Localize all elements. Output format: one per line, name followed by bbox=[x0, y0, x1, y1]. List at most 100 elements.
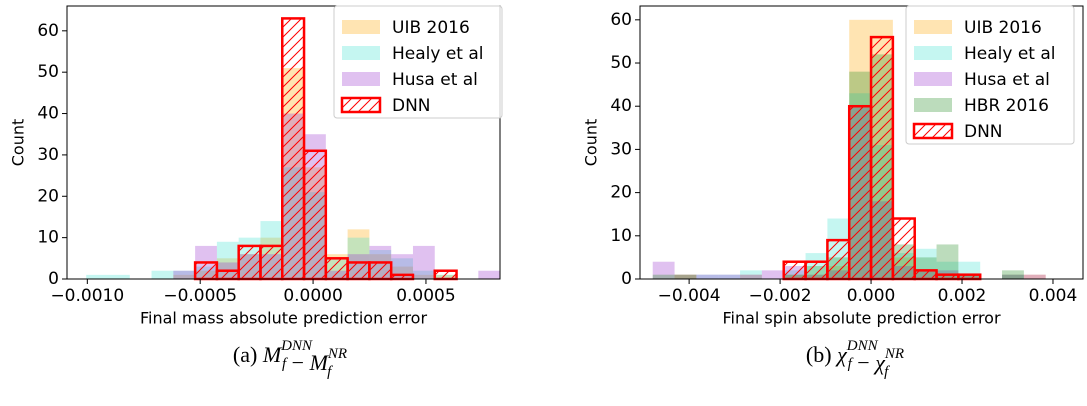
bar bbox=[674, 274, 697, 279]
caption-base: χ bbox=[835, 342, 848, 367]
x-axis-label: Final mass absolute prediction error bbox=[140, 309, 428, 328]
y-tick-label: 60 bbox=[610, 10, 632, 30]
legend-label: Healy et al bbox=[392, 44, 484, 64]
x-tick-label: −0.004 bbox=[658, 286, 721, 306]
x-tick-label: 0.0005 bbox=[396, 286, 455, 306]
caption-label: (b) bbox=[806, 342, 832, 367]
bar bbox=[1002, 270, 1024, 279]
bar bbox=[847, 104, 873, 281]
legend-swatch bbox=[342, 20, 380, 34]
subplot: −0.0010 −0.0005 0.0000 0.0005 0 10 20 30 40 50 60 F… bbox=[9, 5, 503, 380]
bar bbox=[1023, 274, 1046, 279]
y-tick-label: 50 bbox=[37, 62, 59, 82]
legend-swatch bbox=[914, 72, 952, 86]
bar bbox=[740, 270, 762, 279]
bar bbox=[346, 261, 371, 281]
y-tick-label: 20 bbox=[37, 186, 59, 206]
y-tick-label: 0 bbox=[48, 269, 59, 289]
caption: (a) MDNN f − MNR f bbox=[233, 338, 347, 380]
caption-sub: f bbox=[884, 364, 890, 380]
legend: UIB 2016 Healy et al Husa et al HBR 2016 DNN bbox=[905, 5, 1075, 145]
caption-sup: NR bbox=[884, 346, 904, 362]
bar bbox=[259, 244, 284, 281]
legend-label: Healy et al bbox=[964, 44, 1056, 64]
legend-label: DNN bbox=[964, 122, 1003, 142]
legend-swatch bbox=[342, 46, 380, 60]
caption-base: χ bbox=[873, 350, 886, 375]
legend-swatch bbox=[912, 122, 954, 140]
bar bbox=[368, 261, 393, 281]
plot-frame bbox=[639, 5, 1084, 280]
y-tick-label: 30 bbox=[37, 145, 59, 165]
bar bbox=[107, 274, 130, 279]
legend-label: UIB 2016 bbox=[392, 18, 470, 38]
bar bbox=[1002, 274, 1024, 279]
y-tick-label: 10 bbox=[610, 226, 632, 246]
caption-label: (a) bbox=[233, 342, 257, 367]
legend-label: HBR 2016 bbox=[964, 96, 1049, 116]
y-tick-label: 30 bbox=[610, 139, 632, 159]
bar bbox=[913, 269, 938, 281]
bar bbox=[412, 270, 435, 279]
caption-operator: − bbox=[857, 350, 869, 375]
caption: (b) χDNN f − χNR f bbox=[806, 338, 904, 380]
y-tick-label: 20 bbox=[610, 183, 632, 203]
x-axis-label: Final spin absolute prediction error bbox=[722, 309, 1001, 328]
caption-sup: DNN bbox=[280, 338, 313, 354]
y-tick-label: 50 bbox=[610, 53, 632, 73]
legend-label: UIB 2016 bbox=[964, 18, 1042, 38]
x-tick-label: 0.004 bbox=[1029, 286, 1078, 306]
y-tick-label: 60 bbox=[37, 21, 59, 41]
bar bbox=[215, 269, 240, 281]
bar bbox=[718, 274, 741, 279]
bar bbox=[652, 274, 675, 279]
caption-sub: f bbox=[327, 364, 333, 380]
x-tick-label: −0.0010 bbox=[50, 286, 124, 306]
legend: UIB 2016 Healy et al Husa et al DNN bbox=[333, 5, 503, 119]
bar bbox=[826, 238, 851, 281]
bar bbox=[740, 274, 762, 279]
bar bbox=[718, 274, 741, 279]
legend-label: Husa et al bbox=[392, 70, 478, 90]
bar bbox=[193, 261, 219, 281]
legend-swatch bbox=[914, 46, 952, 60]
legend-label: Husa et al bbox=[964, 70, 1050, 90]
y-tick-label: 0 bbox=[621, 269, 632, 289]
bar bbox=[1002, 274, 1024, 279]
bar bbox=[761, 270, 784, 279]
bar bbox=[1002, 274, 1024, 279]
bar bbox=[173, 270, 196, 279]
caption-operator: − bbox=[292, 350, 304, 375]
bar bbox=[324, 257, 349, 281]
bar bbox=[151, 270, 174, 279]
legend-frame bbox=[905, 5, 1075, 145]
legend-swatch bbox=[340, 96, 382, 114]
bar bbox=[173, 274, 196, 279]
x-tick-label: 0.0000 bbox=[283, 286, 342, 306]
bar bbox=[412, 245, 435, 279]
bar bbox=[281, 17, 306, 281]
legend-swatch bbox=[342, 72, 380, 86]
bar bbox=[804, 260, 829, 281]
legend-swatch bbox=[914, 20, 952, 34]
x-tick-label: 0.000 bbox=[847, 286, 896, 306]
bar bbox=[1023, 274, 1046, 279]
bar bbox=[674, 274, 697, 279]
bar bbox=[935, 273, 960, 281]
bar bbox=[173, 270, 196, 279]
caption-sub: f bbox=[848, 356, 854, 372]
bar bbox=[782, 260, 807, 281]
bar bbox=[237, 244, 262, 281]
bar bbox=[412, 274, 435, 279]
legend-swatch bbox=[914, 98, 952, 112]
legend-frame bbox=[333, 5, 503, 119]
x-tick-label: −0.002 bbox=[749, 286, 812, 306]
bar bbox=[86, 274, 108, 279]
bar bbox=[936, 244, 959, 279]
y-tick-label: 40 bbox=[37, 104, 59, 124]
x-tick-label: 0.002 bbox=[938, 286, 987, 306]
caption-base: M bbox=[262, 342, 283, 367]
bar bbox=[869, 35, 895, 281]
y-axis-label: Count bbox=[9, 119, 28, 167]
caption-sup: DNN bbox=[846, 338, 879, 354]
